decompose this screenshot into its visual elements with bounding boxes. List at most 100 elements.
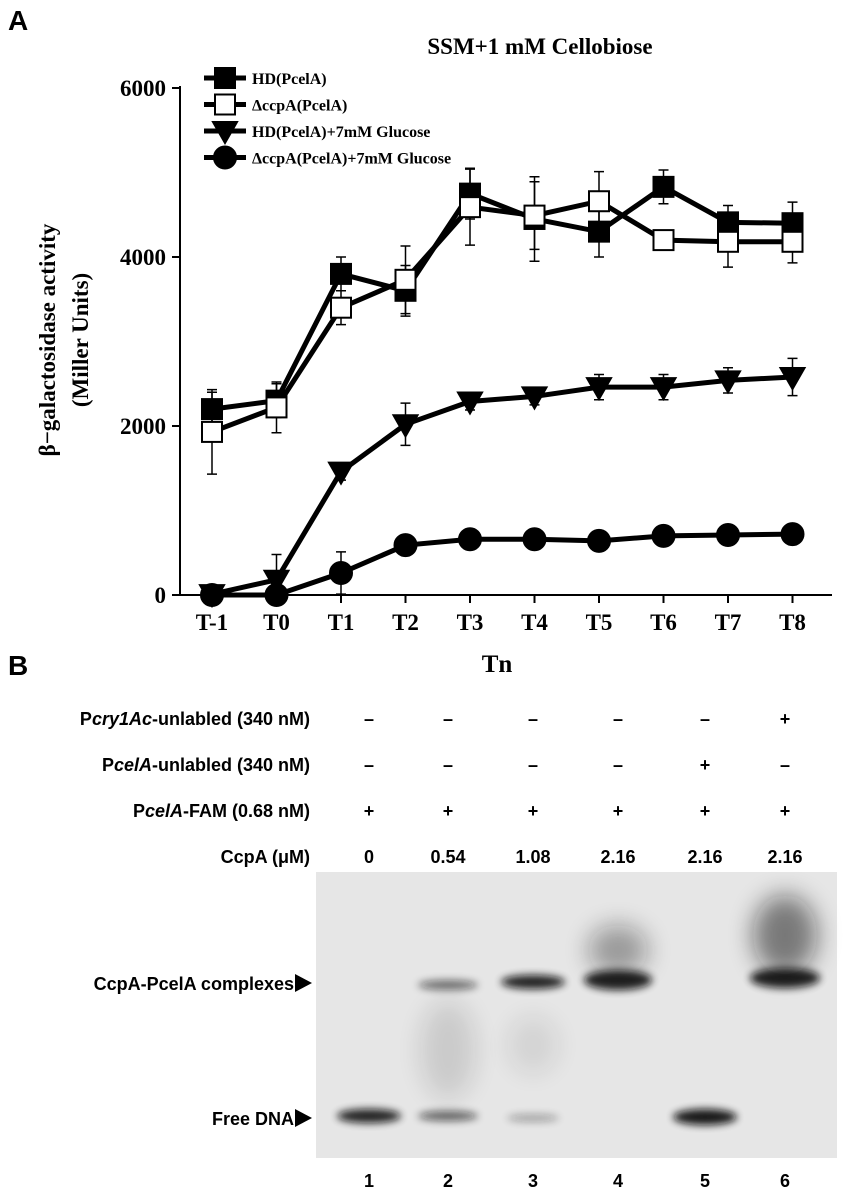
cell: – (364, 709, 374, 729)
marker (330, 296, 352, 319)
lane-number: 2 (443, 1171, 453, 1191)
x-axis-label: Tn (482, 651, 513, 678)
row-label: PcelA-FAM (0.68 nM) (133, 801, 310, 821)
cell: – (528, 755, 538, 775)
marker (265, 396, 288, 419)
cell: – (528, 709, 538, 729)
marker (264, 583, 289, 607)
series (201, 168, 804, 475)
band (584, 970, 652, 990)
marker (714, 370, 742, 395)
marker (717, 230, 739, 253)
band-label: CcpA-PcelA complexes (94, 974, 294, 994)
marker (393, 533, 418, 558)
cell: + (780, 801, 791, 821)
y-tick-label: 0 (155, 583, 167, 608)
line (211, 183, 793, 412)
x-tick-label: T-1 (196, 610, 228, 635)
x-tick-label: T7 (715, 610, 742, 635)
lane-number: 6 (780, 1171, 790, 1191)
series (198, 357, 807, 609)
cell: 2.16 (767, 847, 802, 867)
series (200, 522, 805, 607)
legend-label: HD(PcelA)+7mM Glucose (252, 124, 430, 141)
line (212, 531, 793, 598)
y-tick-label: 4000 (120, 245, 166, 270)
cell: + (613, 801, 624, 821)
label-part: P (133, 801, 145, 821)
gel (316, 872, 837, 1158)
label-part: CcpA (μM) (221, 847, 310, 867)
gel-bands (337, 895, 820, 1125)
band (418, 980, 478, 990)
x-tick-label: T1 (328, 610, 355, 635)
marker (329, 561, 353, 586)
x-tick-label: T3 (457, 610, 484, 635)
chart-title: SSM+1 mM Cellobiose (427, 34, 652, 59)
cell: – (780, 755, 790, 775)
cell: + (700, 801, 711, 821)
marker (781, 230, 804, 253)
row-label: Pcry1Ac-unlabled (340 nM) (80, 709, 310, 729)
marker (330, 262, 352, 285)
legend-label: ΔccpA(PcelA)+7mM Glucose (252, 151, 451, 168)
line (211, 374, 793, 597)
x-tick-label: T0 (263, 610, 290, 635)
band (420, 1000, 476, 1100)
y-tick-label: 2000 (120, 414, 166, 439)
marker (778, 366, 807, 392)
band (337, 1109, 401, 1123)
lane-number: 5 (700, 1171, 710, 1191)
band (753, 895, 817, 975)
marker (214, 93, 236, 116)
cell: – (613, 755, 623, 775)
band (673, 1109, 737, 1125)
marker (213, 145, 237, 170)
marker (391, 414, 420, 439)
label-part: cry1Ac (92, 709, 152, 729)
band (418, 1111, 478, 1121)
marker (652, 175, 675, 198)
cell: + (780, 709, 791, 729)
cell: 2.16 (687, 847, 722, 867)
x-tick-label: T2 (392, 610, 419, 635)
cell: – (443, 755, 453, 775)
marker (523, 204, 546, 227)
band (507, 1015, 559, 1075)
label-part: -unlabled (340 nM) (152, 755, 310, 775)
cell: + (528, 801, 539, 821)
x-tick-label: T6 (650, 610, 677, 635)
label-part: celA (114, 755, 152, 775)
row-label: PcelA-unlabled (340 nM) (102, 755, 310, 775)
label-part: P (102, 755, 114, 775)
y-axis-label: β−galactosidase activity (35, 223, 60, 456)
band (750, 968, 820, 988)
marker (651, 523, 676, 548)
marker (214, 67, 236, 89)
marker (522, 527, 547, 552)
marker (211, 121, 239, 146)
marker (262, 569, 291, 594)
band (588, 925, 648, 975)
lane-number: 1 (364, 1171, 374, 1191)
marker (456, 391, 484, 416)
marker (459, 196, 481, 219)
legend-label: HD(PcelA) (252, 71, 327, 88)
line (211, 198, 793, 435)
label-part: celA (145, 801, 183, 821)
band-label: Free DNA (212, 1109, 294, 1129)
panel-label: A (8, 5, 28, 36)
marker (649, 377, 678, 402)
cell: 0 (364, 847, 374, 867)
arrowhead (295, 974, 312, 992)
band (501, 975, 565, 989)
label-part: -FAM (0.68 nM) (183, 801, 310, 821)
cell: – (700, 709, 710, 729)
legend-label: ΔccpA(PcelA) (252, 98, 347, 115)
x-tick-label: T4 (521, 610, 548, 635)
cell: 1.08 (515, 847, 550, 867)
marker (520, 386, 549, 411)
cell: – (364, 755, 374, 775)
marker (716, 523, 740, 548)
